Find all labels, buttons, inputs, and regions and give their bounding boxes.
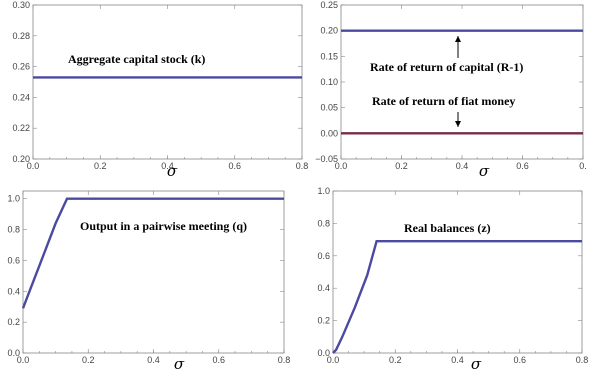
chart-panel-3: 0.0 0.2 0.4 0.6 0.8 0.0 0.2 0.4 0.6 0.8 1.0 Output … — [7, 190, 291, 372]
y-tick-label: 0.15 — [320, 51, 338, 61]
annotation-label: Rate of return of capital (R-1) — [370, 60, 523, 74]
y-tick-label: 0.00 — [320, 128, 338, 138]
y-tick-label: 0.28 — [12, 31, 30, 41]
y-tick-label: −0.05 — [315, 154, 338, 164]
x-tick-label: 0.0 — [335, 161, 348, 171]
plot-frame — [332, 190, 583, 354]
x-axis-label: σ — [479, 162, 490, 180]
y-tick-label: 1.0 — [7, 194, 20, 204]
annotation-label: Real balances (z) — [404, 221, 491, 235]
plot-frame — [340, 4, 584, 160]
y-tick-label: 0.6 — [317, 251, 330, 261]
x-tick-label: 0.4 — [147, 355, 160, 365]
chart-panel-1: 0.0 0.2 0.4 0.6 0.8 0.20 0.22 0.24 0.26 0.28 0.30 A… — [12, 0, 308, 180]
y-tick-label: 0.20 — [12, 154, 30, 164]
x-tick-label: 0.8 — [278, 355, 291, 365]
y-tick-label: 0.2 — [317, 316, 330, 326]
annotation-label: Rate of return of fiat money — [372, 94, 515, 108]
y-tick-label: 0.26 — [12, 62, 30, 72]
x-tick-label: 0. — [579, 161, 587, 171]
y-tick-label: 0.2 — [7, 317, 20, 327]
plot-frame — [32, 4, 303, 160]
plot-frame — [22, 190, 285, 354]
y-tick-label: 0.8 — [7, 225, 20, 235]
y-tick-label: 0.20 — [320, 26, 338, 36]
series-line-1 — [332, 239, 582, 354]
x-tick-label: 0.0 — [17, 355, 30, 365]
x-tick-label: 0.6 — [516, 161, 529, 171]
annotation-label: Output in a pairwise meeting (q) — [80, 219, 247, 233]
y-tick-label: 0.24 — [12, 92, 30, 102]
x-tick-label: 0.6 — [212, 355, 225, 365]
arrowhead — [455, 36, 461, 42]
x-tick-label: 0.8 — [296, 161, 309, 171]
x-tick-label: 0.0 — [327, 355, 340, 365]
x-axis-label: σ — [167, 162, 178, 180]
y-tick-label: 0.0 — [7, 348, 20, 358]
x-tick-label: 0.0 — [27, 161, 40, 171]
y-tick-label: 0.10 — [320, 77, 338, 87]
x-tick-label: 0.2 — [389, 355, 402, 365]
x-tick-label: 0.2 — [94, 161, 107, 171]
y-tick-label: 0.05 — [320, 103, 338, 113]
y-tick-label: 0.22 — [12, 123, 30, 133]
x-axis-label: σ — [174, 355, 185, 372]
annotation-label: Aggregate capital stock (k) — [68, 52, 205, 66]
x-tick-label: 0.4 — [451, 355, 464, 365]
y-tick-label: 1.0 — [317, 186, 330, 196]
chart-panel-4: 0.0 0.2 0.4 0.6 0.8 0.0 0.2 0.4 0.6 0.8 1.0 Real ba… — [317, 186, 588, 372]
x-tick-label: 0.2 — [82, 355, 95, 365]
y-tick-label: 0.4 — [7, 286, 20, 296]
x-tick-label: 0.8 — [576, 355, 589, 365]
y-tick-label: 0.30 — [12, 0, 30, 10]
y-tick-label: 0.0 — [317, 348, 330, 358]
x-tick-label: 0.6 — [513, 355, 526, 365]
y-tick-label: 0.6 — [7, 255, 20, 265]
x-tick-label: 0.6 — [228, 161, 241, 171]
x-tick-label: 0.4 — [161, 161, 174, 171]
y-tick-label: 0.4 — [317, 283, 330, 293]
y-tick-label: 0.8 — [317, 218, 330, 228]
chart-panel-2: 0.0 0.2 0.4 0.6 0. −0.05 0.00 0.05 0.10 0.15 0.20 0… — [315, 0, 587, 180]
series-line-1 — [21, 197, 284, 309]
x-tick-label: 0.2 — [395, 161, 408, 171]
arrowhead — [455, 121, 461, 127]
y-tick-label: 0.25 — [320, 0, 338, 10]
x-axis-label: σ — [471, 355, 482, 372]
x-tick-label: 0.4 — [456, 161, 469, 171]
